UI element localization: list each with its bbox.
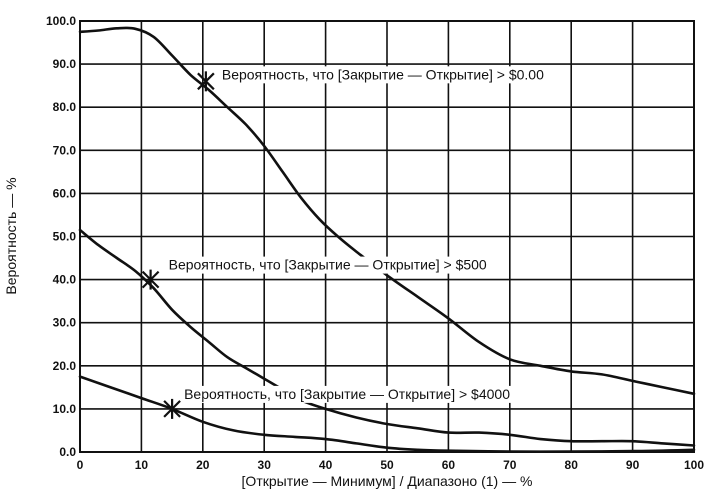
x-tick-label: 100 (684, 458, 704, 472)
y-tick-label: 90.0 (53, 57, 77, 71)
x-tick-label: 70 (503, 458, 517, 472)
x-tick-label: 30 (258, 458, 272, 472)
series-marker-2 (141, 269, 160, 290)
annotations: Вероятность, что [Закрытие — Открытие] >… (141, 66, 546, 419)
x-tick-label: 50 (380, 458, 394, 472)
y-axis-title: Вероятность — % (3, 177, 19, 294)
y-tick-label: 0.0 (59, 445, 76, 459)
y-tick-label: 60.0 (53, 186, 77, 200)
series-line-2 (78, 228, 696, 447)
x-tick-label: 0 (77, 458, 84, 472)
series-marker-1 (197, 71, 215, 92)
plot-frame (79, 20, 695, 453)
annotation-bg (182, 385, 512, 403)
y-tick-label: 50.0 (53, 230, 77, 244)
y-tick-label: 20.0 (53, 359, 77, 373)
series-line-3 (78, 375, 696, 453)
x-tick-label: 80 (565, 458, 579, 472)
y-tick-label: 10.0 (53, 402, 77, 416)
x-tick-label: 10 (135, 458, 149, 472)
tick-labels: 0 10 20 30 40 50 60 70 80 90 100 0.0 10.0 20.0 30.0 40.… (46, 14, 704, 472)
x-tick-label: 90 (626, 458, 640, 472)
series-annotation-2: Вероятность, что [Закрытие — Открытие] >… (169, 257, 487, 273)
x-tick-label: 40 (319, 458, 333, 472)
y-tick-label: 80.0 (53, 100, 77, 114)
y-tick-label: 30.0 (53, 316, 77, 330)
series-line-1 (78, 26, 696, 396)
annotation-bg (219, 66, 546, 84)
y-tick-label: 70.0 (53, 143, 77, 157)
y-tick-label: 40.0 (53, 273, 77, 287)
series-lines (78, 26, 696, 453)
grid (79, 20, 695, 453)
y-tick-label: 100.0 (46, 14, 76, 28)
series-annotation-1: Вероятность, что [Закрытие — Открытие] >… (222, 66, 544, 82)
x-axis-title: [Открытие — Минимум] / Диапазоно (1) — % (242, 473, 533, 489)
series-annotation-3: Вероятность, что [Закрытие — Открытие] >… (184, 386, 510, 402)
x-tick-label: 20 (196, 458, 210, 472)
x-tick-label: 60 (442, 458, 456, 472)
annotation-bg (166, 256, 489, 274)
series-marker-3 (163, 398, 181, 419)
